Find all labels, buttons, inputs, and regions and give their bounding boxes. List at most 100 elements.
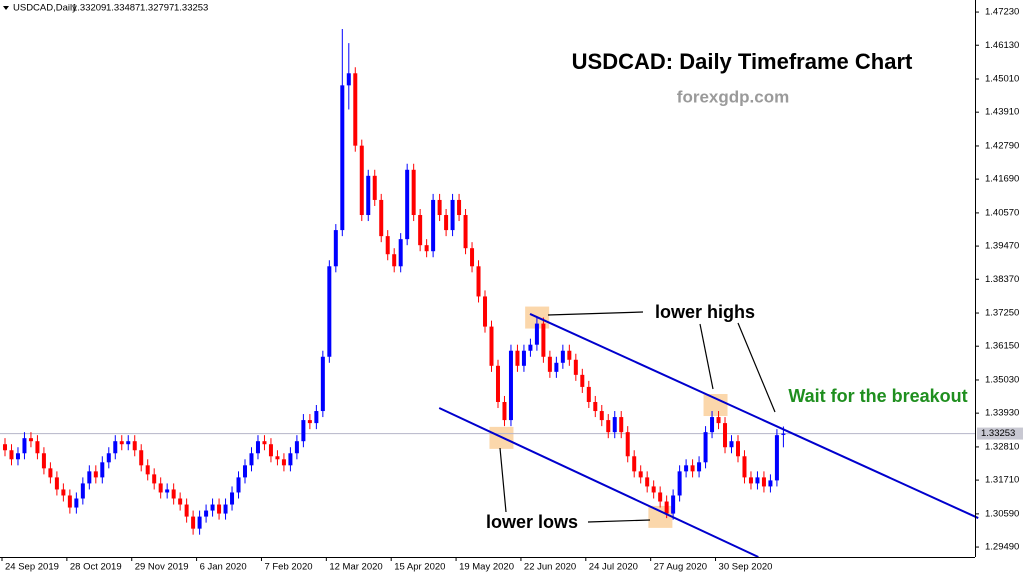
y-tick-label: 1.29490 xyxy=(985,542,1019,553)
candle-body xyxy=(768,480,773,487)
y-tick-label: 1.39470 xyxy=(985,241,1019,252)
y-tick-label: 1.35030 xyxy=(985,374,1019,385)
y-tick-label: 1.43910 xyxy=(985,107,1019,118)
candle-body xyxy=(87,471,92,484)
candle-body xyxy=(217,504,222,514)
candle-body xyxy=(255,441,260,454)
candle-body xyxy=(606,420,611,433)
candle-body xyxy=(126,441,131,445)
candle-body xyxy=(366,175,371,216)
candle-body xyxy=(567,350,572,360)
candle-body xyxy=(625,432,630,457)
candle-body xyxy=(690,465,695,472)
highlight-box xyxy=(648,505,673,528)
x-tick-label: 19 May 2020 xyxy=(459,562,514,573)
candle-body xyxy=(210,504,215,511)
y-tick-label: 1.38370 xyxy=(985,274,1019,285)
candle-body xyxy=(359,145,364,216)
candle-body xyxy=(658,492,663,502)
x-tick-label: 29 Nov 2019 xyxy=(135,562,189,573)
candle-body xyxy=(54,477,59,490)
leader-line xyxy=(587,519,651,523)
candle-body xyxy=(645,477,650,487)
candle-body xyxy=(320,356,325,412)
candle-body xyxy=(398,239,403,267)
candle-body xyxy=(573,359,578,375)
y-tick-label: 1.40570 xyxy=(985,207,1019,218)
candle-body xyxy=(35,441,40,454)
candle-body xyxy=(651,486,656,493)
candle-body xyxy=(761,477,766,487)
x-tick-label: 22 Jun 2020 xyxy=(524,562,576,573)
candle-body xyxy=(119,441,124,445)
candle-body xyxy=(191,516,196,529)
candle-body xyxy=(638,471,643,478)
candle-body xyxy=(424,245,429,252)
highlight-box xyxy=(703,394,728,417)
trendline xyxy=(529,313,979,520)
candle-body xyxy=(703,432,708,463)
candle-body xyxy=(262,441,267,445)
candle-body xyxy=(74,498,79,508)
y-tick-label: 1.46130 xyxy=(985,40,1019,51)
x-tick-label: 30 Sep 2020 xyxy=(719,562,773,573)
candle-body xyxy=(223,504,228,514)
candle-body xyxy=(495,365,500,402)
header-close: 1.33253 xyxy=(174,3,208,14)
candle-body xyxy=(489,326,494,366)
candle-body xyxy=(684,465,689,472)
candle-body xyxy=(243,465,248,478)
candle-body xyxy=(431,199,436,252)
candle-body xyxy=(755,477,760,484)
candle-body xyxy=(392,254,397,267)
candle-body xyxy=(353,73,358,146)
candle-body xyxy=(534,323,539,345)
candle-body xyxy=(541,323,546,357)
leader-line xyxy=(699,323,714,390)
candle-body xyxy=(444,215,449,231)
candle-body xyxy=(165,489,170,493)
candle-body xyxy=(580,374,585,387)
candle-body xyxy=(80,483,85,499)
candle-body xyxy=(774,435,779,481)
candle-body xyxy=(372,175,377,200)
candle-body xyxy=(132,441,137,451)
candle-body xyxy=(113,441,118,454)
candle-body xyxy=(93,471,98,478)
candle-body xyxy=(178,498,183,505)
candle-body xyxy=(560,350,565,363)
trendline xyxy=(438,407,759,558)
candle-body xyxy=(619,417,624,433)
y-tick-label: 1.31710 xyxy=(985,475,1019,486)
x-tick-label: 6 Jan 2020 xyxy=(200,562,247,573)
x-tick-label: 24 Sep 2019 xyxy=(5,562,59,573)
y-tick-label: 1.41690 xyxy=(985,174,1019,185)
candle-body xyxy=(742,456,747,478)
candle-body xyxy=(48,468,53,478)
candle-body xyxy=(294,441,299,454)
candle-body xyxy=(152,474,157,484)
candle-body xyxy=(340,85,345,231)
candle-body xyxy=(710,417,715,433)
candle-body xyxy=(599,411,604,421)
candle-body xyxy=(586,386,591,402)
candle-body xyxy=(346,73,351,86)
candle-body xyxy=(106,453,111,463)
annotation: lower highs xyxy=(655,302,755,322)
candle-body xyxy=(230,492,235,505)
candle-body xyxy=(385,236,390,255)
candle-body xyxy=(437,199,442,216)
price-label-box xyxy=(977,427,1023,440)
menu-icon[interactable] xyxy=(3,6,9,10)
candle-body xyxy=(521,350,526,366)
plot-area xyxy=(0,28,979,558)
candle-body xyxy=(677,471,682,496)
candle-body xyxy=(483,296,488,327)
candle-body xyxy=(275,456,280,460)
x-tick-label: 7 Feb 2020 xyxy=(264,562,312,573)
header-open: 1.33209 xyxy=(72,3,106,14)
leader-line xyxy=(499,447,507,513)
candle-body xyxy=(476,266,481,297)
